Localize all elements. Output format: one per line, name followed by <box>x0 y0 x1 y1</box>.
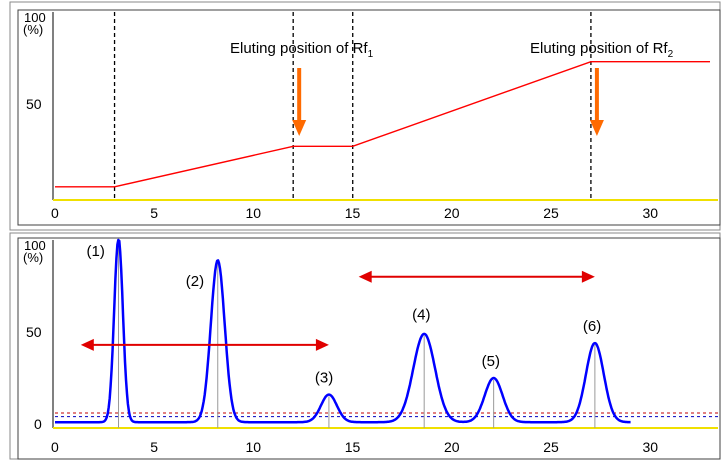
gradient-y-tick-label: 50 <box>26 96 42 112</box>
chromatogram-y-unit-label: (%) <box>23 250 43 265</box>
peak-label: (3) <box>315 369 333 386</box>
range-arrow-head-left <box>358 270 372 283</box>
chromatogram-x-tick-label: 5 <box>150 439 158 455</box>
chromatogram-plot: 100(%) 0 50 0 5 10 15 20 25 30 (1) (2) (3) (4) (5) (6) <box>23 238 718 455</box>
peak-label: (1) <box>87 243 105 260</box>
gradient-y-top-label: 100 <box>24 10 46 25</box>
peak-label: (6) <box>583 318 601 335</box>
range-arrow-head-right <box>315 338 329 351</box>
chromatogram-x-tick-label: 15 <box>345 439 361 455</box>
orange-arrow-head <box>589 120 604 136</box>
gradient-x-tick-label: 15 <box>345 205 361 221</box>
chromatogram-x-tick-label: 0 <box>51 439 59 455</box>
gradient-x-tick-label: 30 <box>642 205 658 221</box>
orange-arrow-head <box>292 120 307 136</box>
range-arrow-head-right <box>581 270 595 283</box>
chromatogram-x-tick-label: 10 <box>245 439 261 455</box>
gradient-x-tick-label: 20 <box>444 205 460 221</box>
chromatogram-x-tick-label: 20 <box>444 439 460 455</box>
chromatogram-x-tick-label: 25 <box>543 439 559 455</box>
gradient-x-tick-label: 25 <box>543 205 559 221</box>
chromatogram-y-tick-label: 50 <box>26 324 42 340</box>
range-arrow-head-left <box>80 338 94 351</box>
gradient-panel <box>9 1 721 231</box>
gradient-x-tick-label: 5 <box>150 205 158 221</box>
chromatogram-x-tick-label: 30 <box>642 439 658 455</box>
chromatogram-y-top-label: 100 <box>24 238 46 253</box>
peak-label: (4) <box>412 307 430 324</box>
eluting-position-label: Eluting position of Rf1 <box>230 40 374 60</box>
gradient-x-tick-label: 0 <box>51 205 59 221</box>
gradient-y-unit-label: (%) <box>23 22 43 37</box>
eluting-position-label: Eluting position of Rf2 <box>530 40 674 60</box>
gradient-x-tick-label: 10 <box>245 205 261 221</box>
gradient-plot-frame <box>17 9 721 226</box>
peak-label: (5) <box>482 353 500 370</box>
gradient-line <box>55 60 710 188</box>
chromatogram-trace <box>54 238 631 424</box>
peak-label: (2) <box>186 273 204 290</box>
chromatogram-y-tick-label: 0 <box>34 416 42 432</box>
chromatogram-plot-frame <box>17 237 721 460</box>
gradient-plot: 100(%) 50 0 5 10 15 20 25 30 Eluting position of … <box>23 10 718 221</box>
